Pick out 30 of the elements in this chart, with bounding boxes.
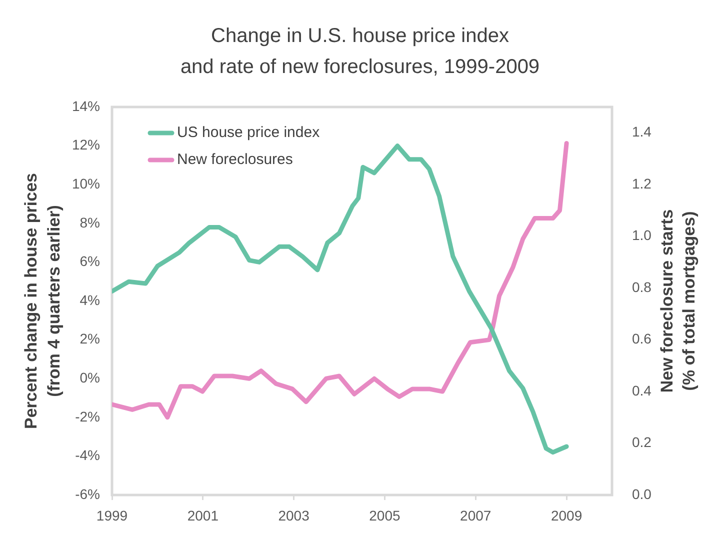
y2-tick-label: 0.0 [632, 486, 652, 502]
chart-title: Change in U.S. house price index and rate of new foreclosures, 1999-2009 [180, 25, 540, 78]
y-tick-label: 2% [80, 330, 100, 347]
x-tick-label: 1999 [96, 507, 128, 524]
y2-tick-label: 0.4 [632, 382, 652, 398]
y-tick-label: 10% [72, 175, 100, 192]
y2-tick-label: 1.2 [632, 175, 652, 192]
y2-tick-label: 1.4 [632, 124, 652, 140]
legend-label: New foreclosures [177, 151, 293, 168]
y-tick-label: 8% [80, 214, 100, 230]
y-tick-label: 0% [80, 369, 100, 386]
y2-tick-label: 0.2 [632, 434, 652, 450]
y-tick-label: -2% [75, 408, 100, 424]
y2-tick-label: 0.6 [632, 330, 652, 347]
y2-axis-title: New foreclosure starts (% of total mortgages) [658, 209, 699, 393]
y-tick-label: 4% [80, 292, 100, 308]
y-tick-label: -6% [75, 486, 100, 502]
y-tick-label: 12% [72, 136, 100, 153]
y2-tick-label: 1.0 [632, 227, 652, 244]
x-tick-label: 2005 [369, 507, 401, 524]
legend-label: US house price index [177, 124, 320, 142]
x-tick-label: 2007 [460, 507, 492, 524]
x-tick-label: 2009 [550, 507, 582, 524]
y-tick-label: 14% [72, 98, 100, 114]
y2-tick-label: 0.8 [632, 278, 652, 295]
y-tick-label: 6% [80, 253, 100, 270]
x-tick-label: 2001 [187, 507, 219, 524]
y-axis-title: Percent change in house prices (from 4 quarters earlier) [22, 172, 64, 430]
x-tick-label: 2003 [278, 507, 310, 524]
y-tick-label: -4% [75, 447, 100, 464]
